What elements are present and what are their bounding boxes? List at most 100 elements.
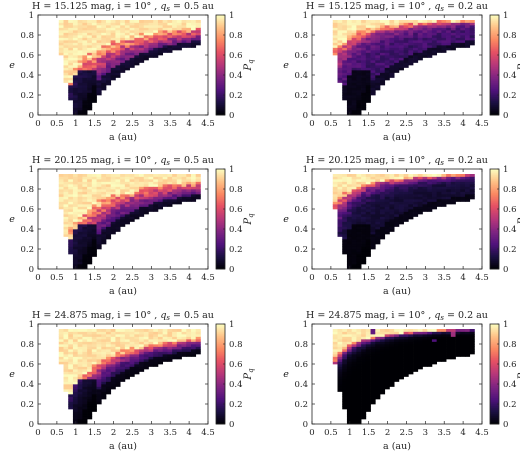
- heatmap-cell: [384, 27, 390, 31]
- heatmap-cell: [96, 341, 102, 345]
- heatmap-cell: [167, 329, 173, 332]
- heatmap-cell: [361, 414, 367, 417]
- heatmap-cell: [361, 27, 367, 31]
- heatmap-cell: [346, 376, 353, 380]
- heatmap-cell: [469, 336, 475, 340]
- colorbar-swatch: [490, 374, 499, 377]
- heatmap-cell: [191, 45, 197, 48]
- heatmap-cell: [157, 174, 164, 177]
- heatmap-cell: [351, 411, 357, 415]
- x-tick-label: 3.5: [163, 273, 177, 283]
- heatmap-cell: [384, 181, 390, 185]
- heatmap-cell: [346, 191, 353, 195]
- heatmap-cell: [332, 189, 338, 192]
- heatmap-cell: [469, 349, 475, 352]
- heatmap-cell: [101, 82, 107, 86]
- colorbar-swatch: [490, 45, 499, 48]
- colorbar-swatch: [216, 49, 225, 52]
- heatmap-cell: [351, 234, 357, 237]
- heatmap-cell: [157, 191, 164, 195]
- heatmap-cell: [446, 45, 452, 48]
- panel-2: H = 15.125 mag, i = 10° , qs = 0.2 au0 0.…: [283, 1, 520, 143]
- heatmap-cell: [139, 179, 145, 182]
- colorbar-swatch: [216, 41, 225, 44]
- heatmap-cell: [63, 65, 69, 68]
- heatmap-cell: [77, 37, 83, 41]
- y-tick-label: 0.6: [20, 51, 34, 61]
- heatmap-cell: [351, 266, 357, 270]
- heatmap-cell: [106, 376, 112, 380]
- heatmap-cell: [148, 50, 154, 53]
- colorbar-swatch: [490, 338, 499, 341]
- heatmap-cell: [408, 50, 414, 53]
- heatmap-cell: [441, 339, 447, 342]
- colorbar-swatch: [216, 61, 225, 64]
- heatmap-cell: [346, 226, 353, 230]
- heatmap-cell: [72, 406, 79, 410]
- heatmap-cell: [332, 32, 338, 36]
- heatmap-cell: [172, 344, 178, 347]
- heatmap-cell: [77, 229, 83, 232]
- heatmap-cell: [346, 184, 353, 187]
- heatmap-cell: [101, 65, 107, 68]
- heatmap-cell: [91, 356, 97, 360]
- heatmap-cell: [96, 60, 102, 63]
- colorbar-tick-label: 0.8: [503, 31, 517, 41]
- heatmap-cell: [91, 401, 97, 405]
- heatmap-cell: [87, 341, 93, 345]
- heatmap-cell: [380, 72, 386, 76]
- colorbar-swatch: [216, 27, 225, 30]
- heatmap-cell: [365, 201, 371, 205]
- heatmap-cell: [361, 371, 367, 375]
- heatmap-cell: [77, 176, 83, 180]
- heatmap-cell: [110, 27, 116, 31]
- heatmap-cell: [82, 334, 88, 337]
- heatmap-cell: [380, 371, 386, 375]
- heatmap-cell: [384, 42, 390, 46]
- heatmap-cell: [370, 246, 376, 250]
- heatmap-cell: [342, 184, 348, 187]
- heatmap-cell: [110, 67, 116, 71]
- heatmap-cell: [413, 176, 419, 180]
- heatmap-cell: [63, 184, 69, 187]
- y-tick-label: 0.8: [20, 31, 34, 41]
- heatmap-cell: [129, 60, 135, 63]
- heatmap-cell: [431, 47, 438, 51]
- heatmap-cell: [346, 47, 353, 51]
- colorbar-swatch: [216, 257, 225, 260]
- heatmap-cell: [431, 339, 438, 342]
- heatmap-cell: [403, 27, 409, 31]
- heatmap-cell: [450, 179, 456, 182]
- heatmap-cell: [82, 354, 88, 357]
- heatmap-cell: [351, 199, 357, 202]
- heatmap-cell: [441, 344, 447, 347]
- colorbar-swatch: [216, 75, 225, 78]
- x-tick-label: 1: [347, 428, 352, 438]
- heatmap-cell: [101, 20, 107, 23]
- heatmap-cell: [124, 186, 130, 190]
- colorbar-swatch: [216, 352, 225, 355]
- heatmap-cell: [370, 60, 376, 63]
- heatmap-cell: [389, 209, 395, 212]
- heatmap-cell: [157, 201, 164, 205]
- heatmap-cell: [143, 331, 149, 335]
- heatmap-cell: [389, 336, 395, 340]
- heatmap-cell: [351, 67, 357, 71]
- heatmap-cell: [417, 37, 423, 41]
- heatmap-cell: [351, 249, 357, 252]
- heatmap-cell: [72, 376, 79, 380]
- heatmap-cell: [68, 206, 74, 210]
- heatmap-cell: [365, 92, 371, 96]
- heatmap-cell: [417, 211, 423, 215]
- heatmap-cell: [101, 42, 107, 46]
- colorbar-swatch: [490, 388, 499, 391]
- heatmap-cell: [332, 50, 338, 53]
- heatmap-cell: [465, 189, 471, 192]
- colorbar-swatch: [216, 209, 225, 212]
- heatmap-cell: [172, 27, 178, 31]
- heatmap-cell: [181, 20, 187, 23]
- heatmap-cell: [195, 22, 201, 26]
- heatmap-cell: [96, 72, 102, 76]
- heatmap-cell: [91, 241, 97, 245]
- heatmap-cell: [68, 349, 74, 352]
